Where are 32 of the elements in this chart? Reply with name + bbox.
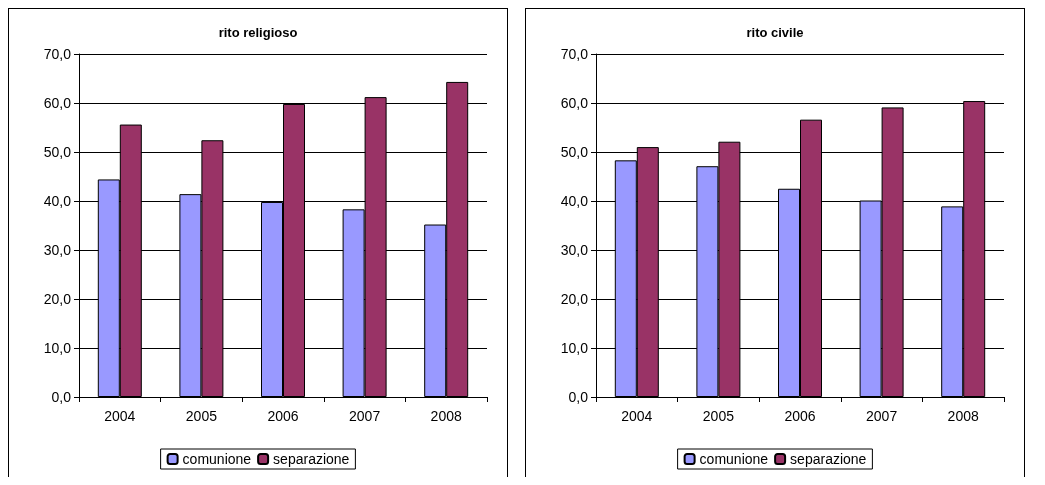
y-tick-label: 50,0: [560, 144, 589, 160]
y-tick-label: 60,0: [43, 95, 72, 111]
y-tick-label: 70,0: [43, 46, 72, 62]
x-tick-label: 2004: [621, 408, 653, 424]
y-tick-label: 20,0: [560, 291, 589, 307]
y-tick-label: 30,0: [43, 242, 72, 258]
y-tick-label: 30,0: [560, 242, 589, 258]
x-tick-label: 2005: [702, 408, 735, 424]
legend-label: comunione: [699, 451, 769, 467]
y-tick-label: 10,0: [43, 340, 72, 356]
y-tick-label: 60,0: [560, 95, 589, 111]
legend-label: comunione: [182, 451, 252, 467]
x-tick-label: 2008: [947, 408, 979, 424]
y-tick-label: 0,0: [568, 389, 589, 405]
x-tick-label: 2007: [349, 408, 381, 424]
x-tick-label: 2007: [866, 408, 898, 424]
y-tick-label: 20,0: [43, 291, 72, 307]
legend-label: separazione: [273, 451, 350, 467]
chart-title: rito civile: [746, 25, 804, 40]
y-tick-label: 70,0: [560, 46, 589, 62]
y-tick-label: 0,0: [51, 389, 72, 405]
legend-label: separazione: [790, 451, 867, 467]
chart-title: rito religioso: [218, 25, 298, 40]
y-tick-label: 40,0: [43, 193, 72, 209]
x-tick-label: 2006: [267, 408, 299, 424]
y-tick-label: 50,0: [43, 144, 72, 160]
y-tick-label: 10,0: [560, 340, 589, 356]
y-tick-label: 40,0: [560, 193, 589, 209]
x-tick-label: 2006: [784, 408, 816, 424]
x-tick-label: 2004: [104, 408, 136, 424]
x-tick-label: 2008: [430, 408, 462, 424]
x-tick-label: 2005: [185, 408, 218, 424]
